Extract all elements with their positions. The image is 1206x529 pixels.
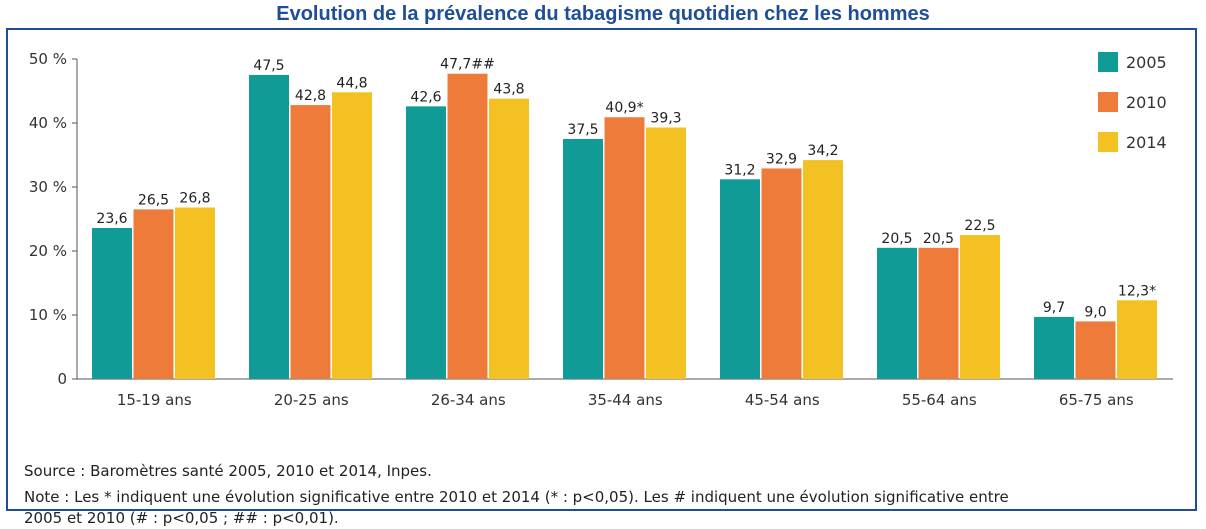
- y-tick-label: 0: [57, 370, 67, 388]
- bar-value-label: 26,8: [179, 190, 210, 206]
- bar-2010: [447, 73, 488, 379]
- bar-value-label: 43,8: [493, 82, 524, 98]
- bar-value-label: 23,6: [96, 211, 127, 227]
- bar-2014: [803, 160, 843, 379]
- bar-value-label: 9,7: [1043, 300, 1065, 316]
- bar-2005: [1034, 316, 1074, 379]
- bar-value-label: 31,2: [724, 162, 755, 178]
- bar-value-label: 9,0: [1084, 304, 1106, 320]
- x-category-label: 65-75 ans: [1059, 391, 1134, 409]
- y-tick-label: 40 %: [29, 114, 67, 132]
- significance-note: Note : Les * indiquent une évolution sig…: [24, 487, 1204, 529]
- bar-2005: [877, 247, 917, 379]
- x-category-label: 20-25 ans: [274, 391, 349, 409]
- note-line-1: Note : Les * indiquent une évolution sig…: [24, 488, 1009, 506]
- x-category-label: 45-54 ans: [745, 391, 820, 409]
- x-category-label: 35-44 ans: [588, 391, 663, 409]
- y-tick-label: 10 %: [29, 306, 67, 324]
- bar-2014: [489, 98, 529, 380]
- bar-value-label: 39,3: [650, 110, 681, 126]
- bar-value-label: 20,5: [881, 231, 912, 247]
- bar-2005: [249, 75, 289, 379]
- chart-frame: 0 10 % 20 % 30 % 40 % 50 % 23,6 26,5 26,8 15-19 a…: [6, 28, 1197, 527]
- bar-value-label: 32,9: [766, 151, 797, 167]
- x-category-label: 55-64 ans: [902, 391, 977, 409]
- bar-2010: [133, 209, 174, 379]
- legend-swatch-2005: [1098, 52, 1118, 72]
- bar-2010: [761, 168, 802, 379]
- bar-2010: [918, 247, 959, 379]
- chart-title: Evolution de la prévalence du tabagisme …: [276, 3, 930, 25]
- bar-2010: [1075, 321, 1116, 379]
- y-tick-label: 50 %: [29, 50, 67, 68]
- bar-value-label: 44,8: [336, 75, 367, 91]
- legend-swatch-2010: [1098, 92, 1118, 112]
- bar-value-label: 26,5: [138, 192, 169, 208]
- legend-swatch-2014: [1098, 132, 1118, 152]
- bar-value-label: 42,6: [410, 89, 441, 105]
- x-category-label: 15-19 ans: [117, 391, 192, 409]
- bar-2014: [332, 92, 372, 379]
- bar-value-label: 12,3*: [1118, 283, 1156, 299]
- bar-2005: [720, 179, 760, 379]
- y-tick-label: 30 %: [29, 178, 67, 196]
- bar-2010: [604, 117, 645, 380]
- bar-2005: [92, 227, 132, 379]
- bar-2010: [290, 105, 331, 379]
- source-note: Source : Baromètres santé 2005, 2010 et …: [24, 462, 432, 480]
- note-line-2: 2005 et 2010 (# : p<0,05 ; ## : p<0,01).: [24, 509, 339, 527]
- bar-2014: [1117, 300, 1157, 379]
- bar-2014: [175, 207, 215, 379]
- bar-value-label: 47,5: [253, 58, 284, 74]
- legend-label: 2005: [1126, 53, 1167, 72]
- bar-value-label: 42,8: [295, 88, 326, 104]
- bar-value-label: 20,5: [923, 231, 954, 247]
- y-tick-label: 20 %: [29, 242, 67, 260]
- bar-2014: [960, 235, 1000, 379]
- bar-value-label: 47,7##: [440, 57, 495, 73]
- bar-value-label: 22,5: [964, 218, 995, 234]
- bar-value-label: 34,2: [807, 143, 838, 159]
- bar-value-label: 37,5: [567, 122, 598, 138]
- bar-2005: [406, 106, 446, 380]
- bar-2014: [646, 127, 686, 379]
- legend-label: 2010: [1126, 93, 1167, 112]
- bar-value-label: 40,9*: [605, 100, 643, 116]
- bar-chart: 0 10 % 20 % 30 % 40 % 50 % 23,6 26,5 26,8 15-19 a…: [29, 50, 1173, 409]
- legend-label: 2014: [1126, 133, 1167, 152]
- bar-2005: [563, 139, 603, 379]
- x-category-label: 26-34 ans: [431, 391, 506, 409]
